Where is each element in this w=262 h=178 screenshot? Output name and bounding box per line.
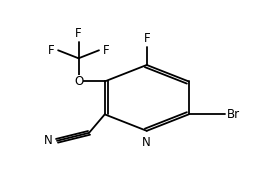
Text: F: F: [143, 32, 150, 44]
Text: F: F: [48, 44, 54, 57]
Text: N: N: [44, 134, 53, 147]
Text: Br: Br: [227, 108, 240, 121]
Text: N: N: [142, 136, 151, 149]
Text: O: O: [74, 75, 83, 88]
Text: F: F: [75, 27, 82, 40]
Text: F: F: [103, 44, 110, 57]
